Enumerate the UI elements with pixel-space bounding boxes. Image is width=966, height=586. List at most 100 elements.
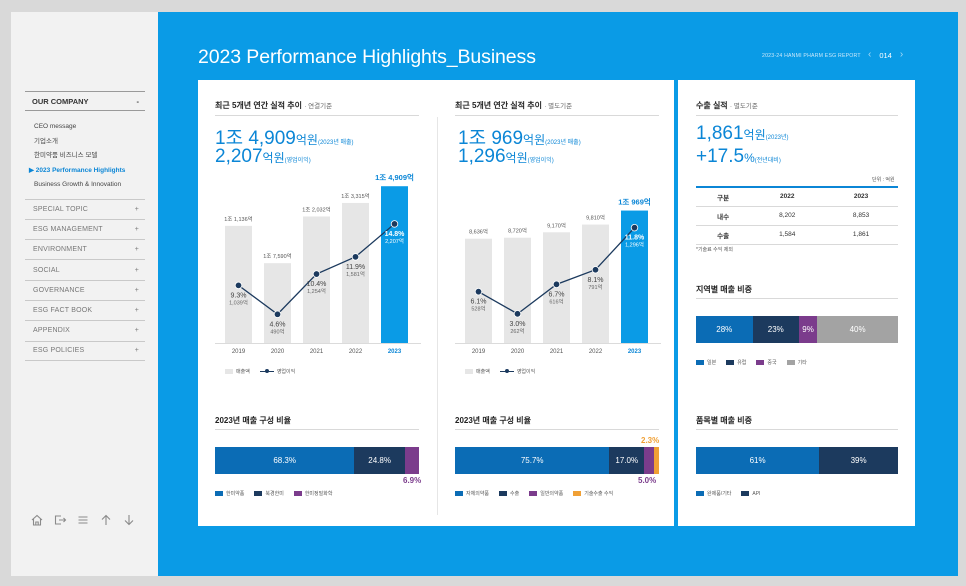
nav-item-performance-highlights[interactable]: ▶ 2023 Performance Highlights xyxy=(29,166,126,174)
expand-icon[interactable]: + xyxy=(134,246,139,254)
table-header-row: 구분 2022 2023 xyxy=(696,186,898,207)
consolidated-composition-callout: 6.9% xyxy=(403,476,422,485)
legend-japan: 일본 xyxy=(696,359,716,366)
product-legend: 완제품/기타 API xyxy=(696,490,760,497)
year-label: 2019 xyxy=(472,349,486,355)
legend-china: 중국 xyxy=(756,359,777,366)
nav-row-esg-policies[interactable]: ESG POLICIES + xyxy=(25,340,145,361)
share-segment: 40% xyxy=(817,316,898,343)
nav-row-governance[interactable]: GOVERNANCE + xyxy=(25,279,145,300)
nav-item-ceo-message[interactable]: CEO message xyxy=(34,123,77,130)
year-label: 2020 xyxy=(271,349,285,355)
nav-item-company-intro[interactable]: 기업소개 xyxy=(34,137,58,145)
op-margin-label: 6.1% xyxy=(471,299,487,306)
year-label: 2021 xyxy=(550,349,564,355)
year-label: 2022 xyxy=(589,349,603,355)
legend-op-profit: 영업이익 xyxy=(259,368,295,375)
collapse-icon[interactable]: - xyxy=(136,96,140,106)
expand-icon[interactable]: + xyxy=(134,327,139,335)
legend-revenue: 매출액 xyxy=(465,368,490,375)
legend-other: 기타 xyxy=(786,359,807,366)
legend-hanmi-fine-chem: 한미정밀화학 xyxy=(293,490,332,497)
consolidated-composition-legend: 한미약품 북경한미 한미정밀화학 xyxy=(215,490,332,497)
page-title: 2023 Performance Highlights_Business xyxy=(198,46,536,68)
op-profit-label: 1,039억 xyxy=(229,298,248,306)
op-profit-point xyxy=(234,281,243,290)
nav-row-esg-fact-book[interactable]: ESG FACT BOOK + xyxy=(25,299,145,320)
op-profit-point xyxy=(474,287,483,296)
legend-export: 수출 xyxy=(499,490,519,497)
region-share-bar: 28% 23% 9% 40% xyxy=(696,316,898,343)
nav-row-label: SPECIAL TOPIC xyxy=(33,205,88,213)
op-profit-label: 490억 xyxy=(270,327,284,335)
legend-revenue: 매출액 xyxy=(225,368,250,375)
expand-icon[interactable]: + xyxy=(134,307,139,315)
next-page-icon[interactable]: › xyxy=(899,49,904,60)
year-label: 2019 xyxy=(232,349,246,355)
consolidated-op-profit: 2,207억원(영업이익) xyxy=(215,146,311,167)
nav-row-environment[interactable]: ENVIRONMENT + xyxy=(25,239,145,259)
share-value: 24.8% xyxy=(368,456,391,465)
table-row: 수출 1,584 1,861 xyxy=(696,225,898,245)
table-header: 2022 xyxy=(750,186,825,207)
expand-icon[interactable]: + xyxy=(134,225,139,233)
exit-icon[interactable] xyxy=(53,513,67,527)
op-margin-label: 6.7% xyxy=(549,291,565,298)
prev-page-icon[interactable]: ‹ xyxy=(868,49,872,60)
op-margin-label: 9.3% xyxy=(231,292,247,299)
home-icon[interactable] xyxy=(30,513,44,527)
revenue-label: 9,810억 xyxy=(586,214,605,222)
nav-item-business-model[interactable]: 한미약품 비즈니스 모델 xyxy=(34,152,98,159)
table-cell: 1,861 xyxy=(824,225,898,245)
table-header: 구분 xyxy=(696,186,751,207)
op-margin-label: 11.9% xyxy=(346,264,365,271)
op-margin-label: 4.6% xyxy=(270,321,286,328)
nav-row-appendix[interactable]: APPENDIX + xyxy=(25,320,145,340)
separate-composition-callout-bottom: 5.0% xyxy=(638,476,657,485)
nav-row-social[interactable]: SOCIAL + xyxy=(25,259,145,279)
op-margin-label: 8.1% xyxy=(588,277,604,284)
column-divider xyxy=(437,117,438,515)
consolidated-title: 최근 5개년 연간 실적 추이 · 연결기준 xyxy=(215,101,333,110)
arrow-down-icon[interactable] xyxy=(122,513,136,527)
share-value: 28% xyxy=(716,325,733,334)
consolidated-chart-legend: 매출액 영업이익 xyxy=(225,368,295,375)
divider xyxy=(215,115,419,116)
legend-beijing-hanmi: 북경한미 xyxy=(254,490,284,497)
divider xyxy=(455,115,659,116)
nav-item-business-growth[interactable]: Business Growth & Innovation xyxy=(34,181,122,188)
export-table: 구분 2022 2023 내수 8,202 8,853 수출 1,584 1,8… xyxy=(696,186,898,245)
consolidated-revenue: 1조 4,909억원(2023년 매출) xyxy=(215,128,354,149)
nav-row-label: GOVERNANCE xyxy=(33,286,85,294)
nav-row-label: ESG MANAGEMENT xyxy=(33,225,103,233)
nav-row-label: ENVIRONMENT xyxy=(33,246,87,254)
nav-row-esg-management[interactable]: ESG MANAGEMENT + xyxy=(25,218,145,239)
separate-op-profit: 1,296억원(영업이익) xyxy=(458,146,554,167)
share-value: 17.0% xyxy=(615,456,639,465)
revenue-bar xyxy=(381,186,408,343)
nav-section-our-company[interactable]: OUR COMPANY - xyxy=(25,91,145,111)
report-label: 2023-24 HANMI PHARM ESG REPORT xyxy=(762,53,861,59)
share-value: 23% xyxy=(767,325,784,334)
table-cell: 1,584 xyxy=(750,225,825,245)
op-profit-point xyxy=(552,280,561,289)
share-segment xyxy=(644,447,655,474)
revenue-label: 1조 3,315억 xyxy=(341,192,369,200)
separate-title: 최근 5개년 연간 실적 추이 · 별도기준 xyxy=(455,101,573,110)
revenue-bar xyxy=(342,202,369,343)
op-profit-point xyxy=(273,310,282,318)
nav-row-label: SOCIAL xyxy=(33,266,60,274)
year-label: 2023 xyxy=(628,349,642,355)
expand-icon[interactable]: + xyxy=(134,205,139,213)
divider xyxy=(696,298,898,299)
nav-row-label: APPENDIX xyxy=(33,327,70,335)
expand-icon[interactable]: + xyxy=(134,266,139,274)
arrow-up-icon[interactable] xyxy=(99,513,113,527)
op-profit-point xyxy=(513,310,522,318)
menu-icon[interactable] xyxy=(76,513,90,527)
expand-icon[interactable]: + xyxy=(134,286,139,294)
year-label: 2022 xyxy=(349,349,363,355)
nav-row-special-topic[interactable]: SPECIAL TOPIC + xyxy=(25,198,145,219)
expand-icon[interactable]: + xyxy=(134,347,139,355)
op-profit-point xyxy=(351,253,360,261)
